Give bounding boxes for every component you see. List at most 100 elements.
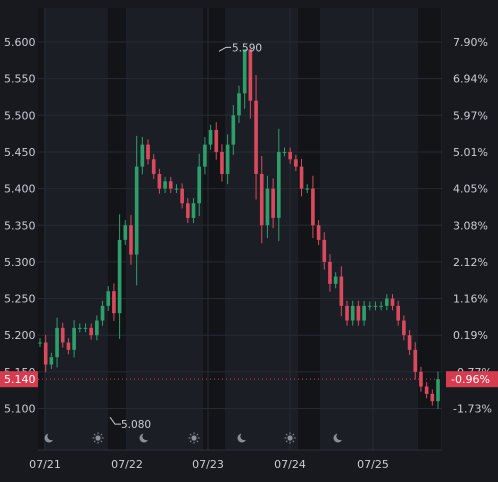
date-tick-label: 07/22 [111,458,143,471]
moon-icon [139,432,151,443]
candle-body [163,181,167,189]
candle-body [38,342,42,344]
right-percent-axis: 7.90% 6.94% 5.97% 5.01% 4.05% 3.08% 2.12% 1.16%… [453,36,492,416]
sun-ray [93,433,96,436]
candle-body [186,203,190,218]
night-session-band [108,8,128,450]
candle-body [168,181,173,189]
current-change-label: -0.96% [451,373,490,386]
candle-body [174,188,179,190]
sun-ray [292,433,295,436]
percent-tick-label: 0.19% [453,329,488,342]
moon-shadow [142,432,151,441]
percent-tick-label: 4.05% [453,183,488,196]
candle-body [180,188,184,204]
candle-body [151,159,156,174]
candle-body [350,305,355,321]
candle-body [282,151,287,153]
candle-body [237,93,241,116]
date-tick-label: 07/25 [357,458,389,471]
price-tick-label: 5.200 [4,329,36,342]
session-low-label: 5.080 [121,419,151,431]
candle-body [214,129,219,152]
session-markers [44,432,345,444]
candle-series [38,49,440,409]
high-leader-line [218,46,231,52]
candle-body [311,188,315,226]
candle-body [72,327,76,350]
candle-body [140,144,145,167]
price-tick-label: 5.250 [4,293,36,306]
candle-body [271,188,275,218]
percent-tick-label: 5.01% [453,146,488,159]
left-price-axis: 5.600 5.550 5.500 5.450 5.400 5.350 5.300 5.250… [4,36,36,416]
time-axis: 07/21 07/22 07/23 07/24 07/25 [29,458,389,471]
candle-body [402,320,406,336]
sun-ray [285,433,288,436]
candle-body [89,327,93,336]
candle-body [95,320,99,336]
current-change-badge [446,371,498,388]
low-leader-line [109,416,121,425]
date-tick-label: 07/23 [192,458,224,471]
sun-disc [287,435,293,441]
night-session-band [418,8,441,450]
plot-area [38,8,442,450]
candle-body [379,305,383,307]
candle-body [100,305,105,321]
percent-tick-label: 5.97% [453,109,488,122]
moon-icon [333,432,345,443]
candle-body [77,327,82,329]
current-price-label: 5.140 [4,373,36,386]
candle-body [322,239,327,262]
price-tick-label: 5.550 [4,73,36,86]
sun-ray [285,440,288,443]
moon-shadow [47,432,56,441]
candle-body [117,239,122,314]
moon-icon [237,432,249,443]
candle-body [123,225,128,240]
candle-body [191,203,196,218]
percent-tick-label: 7.90% [453,36,488,49]
candle-body [413,349,418,372]
night-session-band [203,8,225,450]
candle-body [385,298,389,306]
price-tick-label: 5.600 [4,36,36,49]
date-tick-label: 07/24 [274,458,306,471]
candle-body [197,166,202,204]
percent-tick-label: 1.16% [453,293,488,306]
candle-body [339,276,344,306]
candle-body [294,159,298,167]
candle-body [66,342,71,350]
candle-body [436,379,440,402]
night-session-band [298,8,320,450]
candle-body [430,393,435,402]
price-tick-label: 5.100 [4,403,36,416]
candle-body [407,335,412,350]
annotations: 5.590 5.080 [109,42,262,431]
sun-icon [92,432,104,444]
price-tick-label: 5.500 [4,109,36,122]
price-tick-label: 5.400 [4,183,36,196]
candle-body [208,129,213,145]
percent-tick-label: 2.12% [453,256,488,269]
candle-body [254,100,258,174]
date-tick-label: 07/21 [29,458,61,471]
candle-body [129,225,133,255]
sun-ray [100,433,103,436]
candle-body [356,305,361,321]
candle-body [288,151,292,160]
session-high-label: 5.590 [232,42,262,54]
plot-background [38,8,442,450]
candle-body [231,115,236,145]
candle-body [134,166,139,255]
moon-shadow [336,432,345,441]
candle-body [55,327,59,358]
candle-body [146,144,150,160]
candle-body [220,151,224,174]
candle-body [373,305,378,307]
sun-ray [292,440,295,443]
candle-body [43,342,48,365]
